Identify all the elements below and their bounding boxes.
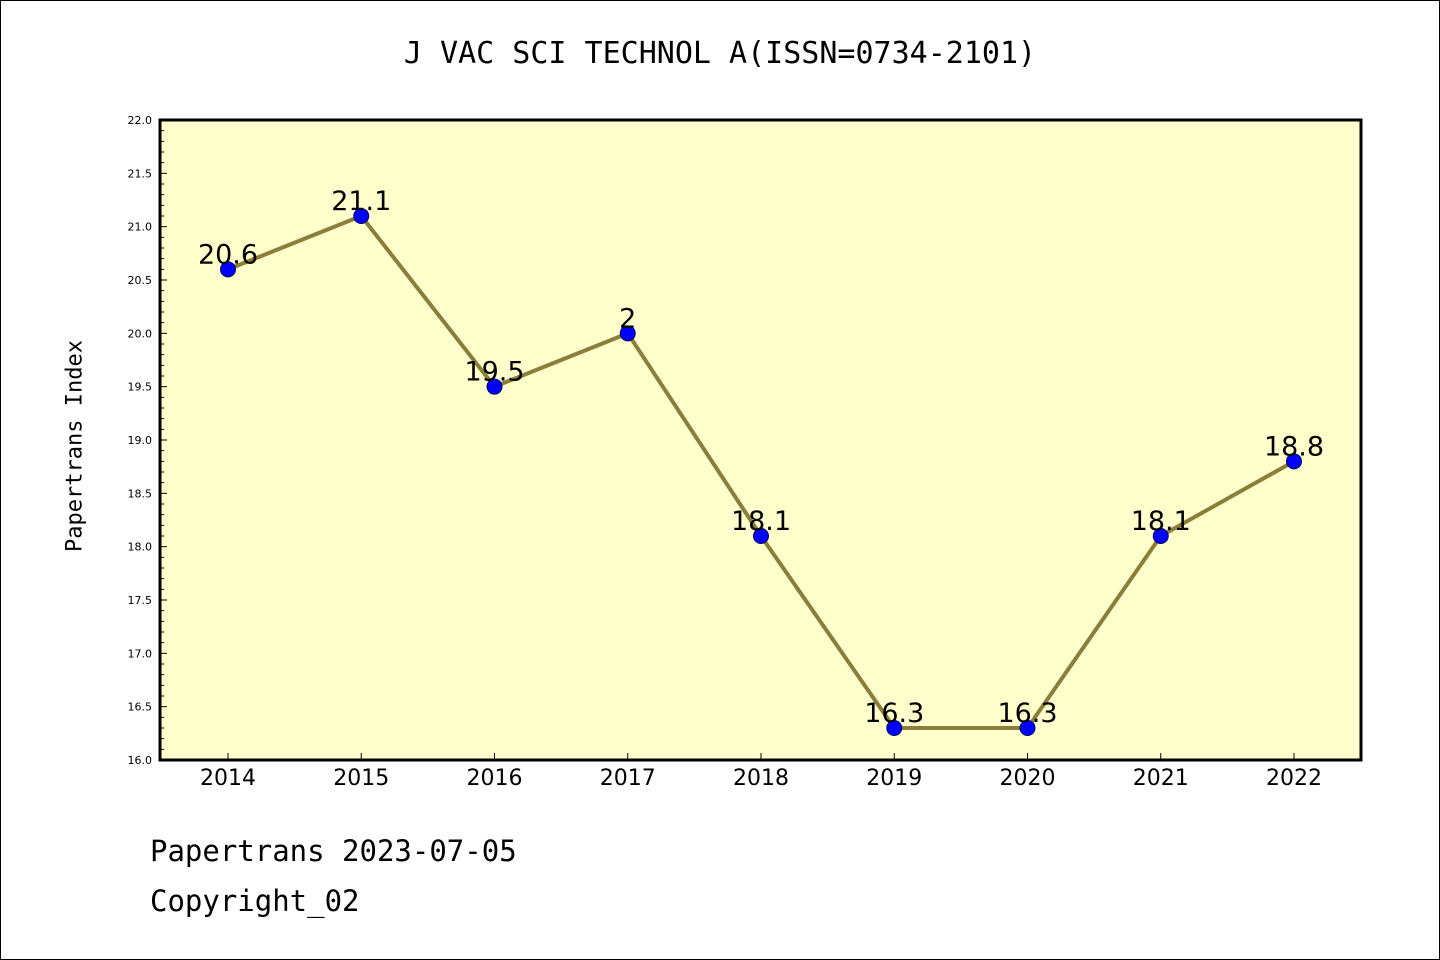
data-point — [1286, 453, 1302, 470]
x-tick-label: 2014 — [200, 766, 256, 791]
y-tick-label: 22.0 — [128, 114, 153, 127]
footer-copyright-text: Copyright_02 — [150, 884, 360, 918]
y-tick-label: 16.5 — [128, 701, 153, 714]
x-tick-label: 2021 — [1133, 766, 1189, 791]
data-point — [220, 261, 236, 278]
x-tick-label: 2015 — [333, 766, 389, 791]
x-tick-label: 2016 — [467, 766, 523, 791]
footer-date-text: Papertrans 2023-07-05 — [150, 834, 517, 868]
y-tick-label: 21.0 — [128, 221, 153, 234]
chart-title: J VAC SCI TECHNOL A(ISSN=0734-2101) — [403, 36, 1037, 71]
y-tick-label: 17.5 — [128, 594, 153, 607]
y-tick-label: 19.5 — [128, 381, 153, 394]
data-point — [1019, 720, 1036, 736]
data-label: 2 — [619, 303, 636, 334]
y-tick-label: 20.5 — [128, 274, 153, 287]
data-label: 16.3 — [997, 698, 1057, 729]
data-label: 18.1 — [731, 506, 791, 537]
y-tick-label: 18.0 — [128, 541, 153, 554]
data-label: 18.1 — [1131, 506, 1191, 537]
x-tick-label: 2018 — [733, 766, 789, 791]
x-tick-label: 2017 — [600, 766, 656, 791]
data-point — [886, 720, 903, 736]
data-label: 20.6 — [198, 239, 258, 270]
data-point — [619, 325, 636, 342]
y-tick-label: 17.0 — [128, 647, 153, 660]
data-point — [1152, 528, 1169, 544]
y-tick-label: 16.0 — [128, 754, 153, 767]
plot-border — [158, 118, 1363, 762]
data-label: 16.3 — [864, 698, 924, 729]
x-tick-label: 2019 — [866, 766, 922, 791]
plot-area — [160, 120, 1361, 760]
y-tick-label: 18.5 — [128, 487, 153, 500]
data-point — [753, 528, 769, 544]
x-tick-label: 2020 — [1000, 766, 1056, 791]
data-label: 19.5 — [464, 357, 524, 388]
y-tick-label: 19.0 — [128, 434, 153, 447]
y-tick-label: 20.0 — [128, 327, 153, 340]
y-tick-label: 21.5 — [128, 167, 153, 180]
data-point — [486, 378, 503, 395]
data-label: 18.8 — [1264, 431, 1324, 462]
x-tick-label: 2022 — [1266, 766, 1322, 791]
data-label: 21.1 — [331, 186, 391, 217]
data-point — [353, 208, 370, 224]
